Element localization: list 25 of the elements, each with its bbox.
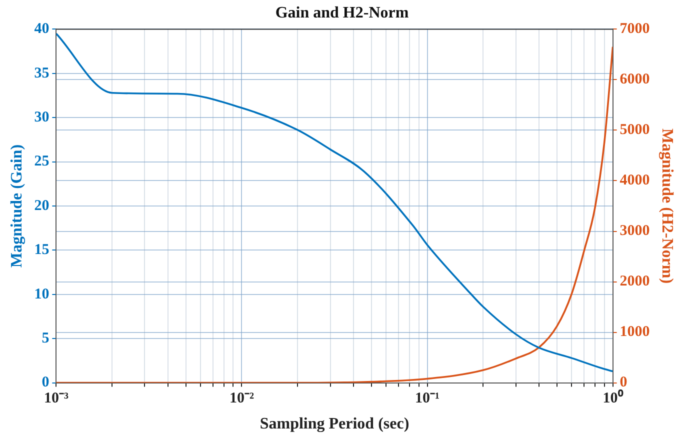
y-tick-label: 20 (34, 198, 50, 214)
y-axis-title: Magnitude (Gain) (8, 144, 26, 268)
y-tick-label: 10 (34, 286, 50, 302)
y-tick-label: 40 (34, 21, 50, 38)
x-axis-title: Sampling Period (sec) (260, 416, 410, 433)
y-tick-label: 15 (34, 242, 50, 258)
x-tick-label: 10⁻¹ (415, 390, 440, 407)
chart-title: Gain and H2-Norm (275, 4, 410, 22)
y2-tick-label: 7000 (620, 21, 650, 38)
y2-tick-label: 4000 (620, 172, 650, 189)
y-tick-label: 30 (34, 109, 50, 126)
x-tick-label: 10⁰ (602, 388, 624, 407)
y2-tick-label: 1000 (620, 324, 650, 340)
y2-tick-label: 5000 (620, 122, 650, 138)
y2-tick-label: 3000 (620, 223, 650, 240)
y2-tick-label: 2000 (620, 274, 650, 290)
y-tick-label: 35 (34, 65, 50, 82)
y-tick-label: 0 (42, 374, 50, 391)
y-tick-label: 25 (34, 154, 50, 170)
y-tick-label: 5 (42, 330, 50, 346)
y2-tick-label: 0 (620, 374, 628, 391)
x-tick-label: 10⁻² (229, 390, 254, 407)
y2-tick-label: 6000 (620, 72, 650, 88)
x-tick-label: 10⁻³ (44, 390, 69, 407)
y2-axis-title: Magnitude (H2-Norm) (658, 128, 676, 284)
